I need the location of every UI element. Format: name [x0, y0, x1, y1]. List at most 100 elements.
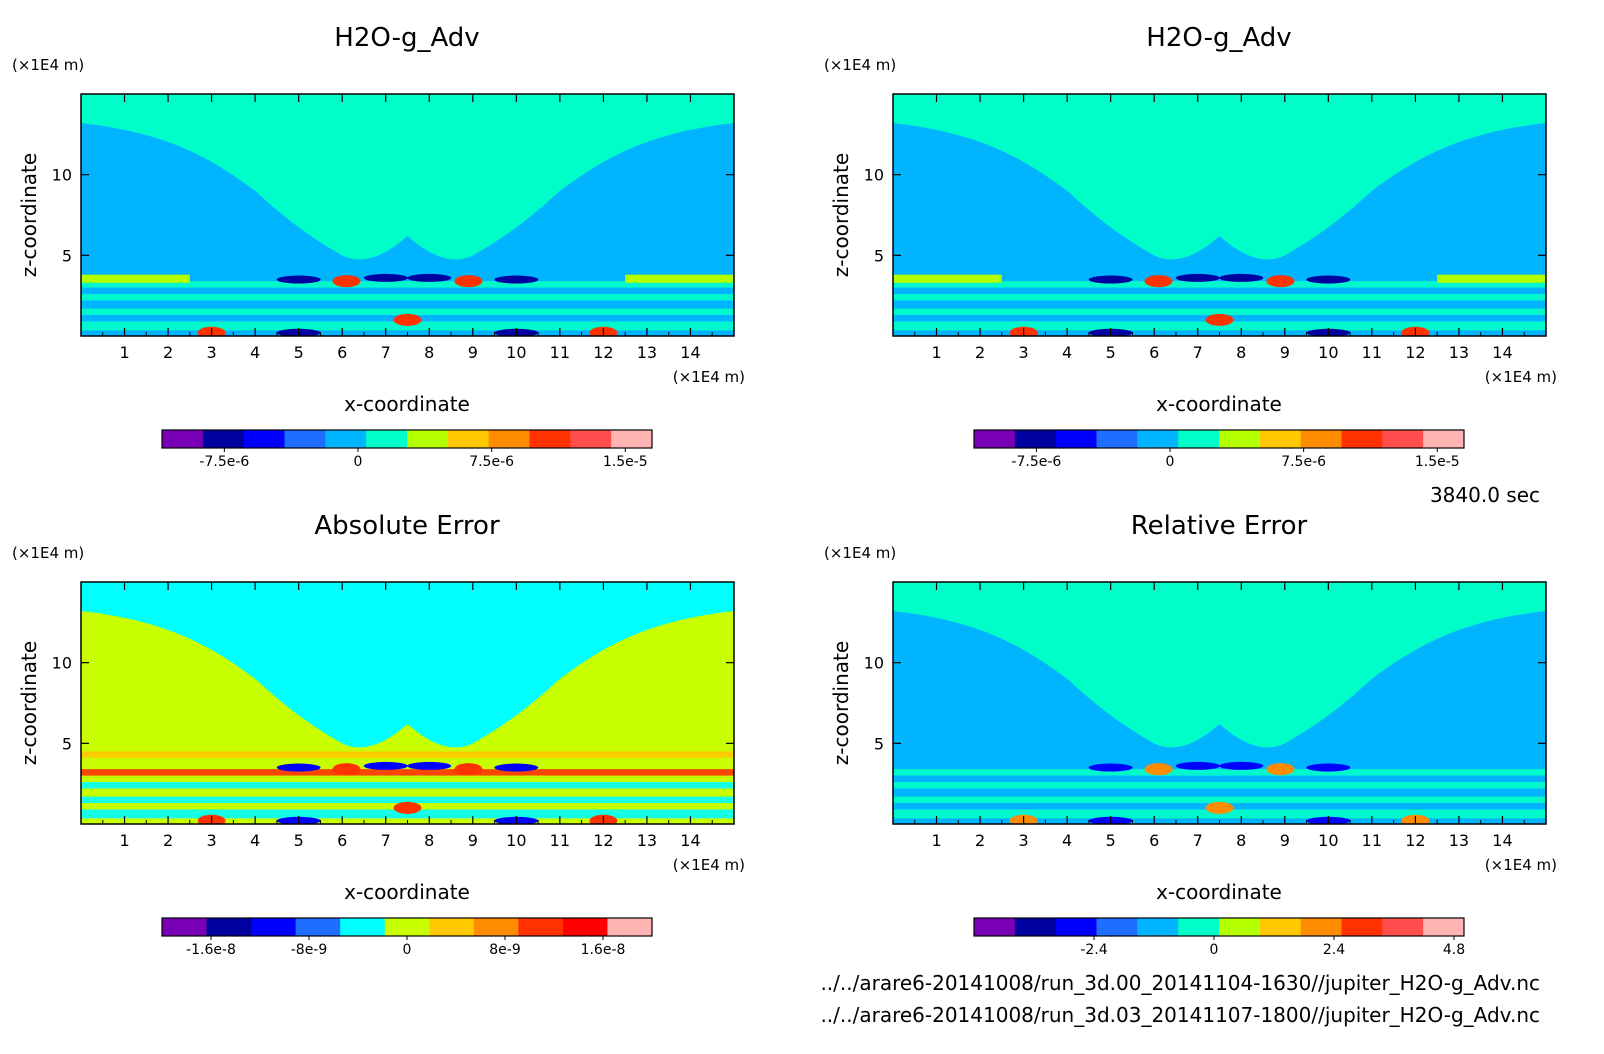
- x-tick-label: 7: [1193, 831, 1203, 850]
- heatmap-coldspot-4: [1219, 273, 1264, 282]
- colorbar-tick-label: 7.5e-6: [1281, 454, 1326, 470]
- colorbar-swatch: [1423, 430, 1465, 448]
- x-tick-label: 10: [1318, 343, 1338, 362]
- colorbar-swatch: [1137, 430, 1179, 448]
- y-tick-label: 5: [62, 246, 72, 265]
- x-tick-label: 11: [1362, 831, 1382, 850]
- colorbar: -2.4 0 2.4 4.8: [973, 917, 1465, 958]
- y-tick-label: 5: [874, 734, 884, 753]
- colorbar-swatch: [1423, 918, 1465, 936]
- heatmap-field: [81, 582, 734, 824]
- heatmap-hotspot-2: [454, 763, 483, 776]
- colorbar-swatch: [1382, 430, 1424, 448]
- x-tick-label: 12: [593, 831, 613, 850]
- y-tick-label: 5: [874, 246, 884, 265]
- heatmap-band-left: [81, 274, 190, 283]
- colorbar-frame: [161, 429, 653, 449]
- heatmap-hotspot-2: [1266, 275, 1295, 288]
- x-tick-label: 3: [1019, 831, 1029, 850]
- x-tick-label: 4: [250, 343, 260, 362]
- y-axis-label: z-coordinate: [17, 641, 41, 765]
- colorbar-swatch: [1055, 430, 1097, 448]
- colorbar-tick-label: 0: [1210, 942, 1219, 958]
- x-tick-label: 6: [1149, 831, 1159, 850]
- x-tick-label: 11: [550, 343, 570, 362]
- heatmap-coldspot-3: [363, 273, 408, 282]
- heatmap-hotspot-2: [454, 275, 483, 288]
- colorbar-swatch: [611, 430, 653, 448]
- heatmap-band-5: [893, 263, 1546, 270]
- colorbar-tick-label: -8e-9: [291, 942, 328, 958]
- colorbar-tick-label: -7.5e-6: [199, 454, 249, 470]
- heatmap-coldspot-4: [407, 273, 452, 282]
- colorbar-swatch: [1096, 918, 1138, 936]
- colorbar-swatch: [1219, 430, 1261, 448]
- colorbar-tick-label: 0: [354, 454, 363, 470]
- x-tick-label: 11: [550, 831, 570, 850]
- x-tick-label: 9: [468, 343, 478, 362]
- x-tick-label: 2: [163, 343, 173, 362]
- x-tick-label: 13: [637, 831, 657, 850]
- colorbar: -1.6e-8 -8e-9 0 8e-9 1.6e-8: [161, 917, 653, 958]
- heatmap-hotspot-1: [1144, 275, 1173, 288]
- colorbar-swatch: [295, 918, 341, 936]
- y-unit-label: (×1E4 m): [824, 544, 896, 562]
- heatmap-band-2: [81, 796, 734, 804]
- y-tick-label: 10: [52, 654, 72, 673]
- x-tick-label: 7: [1193, 343, 1203, 362]
- colorbar: -7.5e-6 0 7.5e-6 1.5e-5: [973, 429, 1465, 470]
- heatmap-hotspot-1: [332, 763, 361, 776]
- colorbar-swatch: [384, 918, 430, 936]
- x-axis-label: x-coordinate: [1156, 880, 1282, 904]
- y-axis-label: z-coordinate: [829, 641, 853, 765]
- colorbar-swatch: [529, 430, 571, 448]
- colorbar-tick-label: 1.5e-5: [1415, 454, 1460, 470]
- colorbar-tick-label: 1.6e-8: [581, 942, 626, 958]
- heatmap-band-3: [81, 294, 734, 301]
- x-tick-label: 12: [593, 343, 613, 362]
- heatmap-coldspot-1: [276, 763, 321, 772]
- y-tick-label: 10: [52, 166, 72, 185]
- x-tick-label: 10: [506, 343, 526, 362]
- y-unit-label: (×1E4 m): [12, 544, 84, 562]
- heatmap-band-5: [81, 263, 734, 270]
- x-tick-label: 4: [1062, 831, 1072, 850]
- colorbar-swatch: [366, 430, 408, 448]
- colorbar-tick-label: -1.6e-8: [186, 942, 236, 958]
- chart-title: Absolute Error: [314, 511, 500, 541]
- y-unit-label: (×1E4 m): [824, 56, 896, 74]
- heatmap-band-right: [625, 274, 734, 283]
- heatmap-coldspot-3: [363, 761, 408, 770]
- colorbar-swatch: [1137, 918, 1179, 936]
- x-tick-label: 8: [1236, 343, 1246, 362]
- heatmap-coldspot-4: [1219, 761, 1264, 770]
- heatmap-coldspot-2: [494, 763, 539, 772]
- x-tick-label: 12: [1405, 831, 1425, 850]
- x-tick-label: 6: [337, 343, 347, 362]
- x-tick-label: 7: [381, 343, 391, 362]
- heatmap-hotspot-1: [332, 275, 361, 288]
- heatmap-band-right: [1437, 274, 1546, 283]
- x-tick-label: 1: [931, 831, 941, 850]
- colorbar-swatch: [488, 430, 530, 448]
- y-tick-label: 10: [864, 166, 884, 185]
- heatmap-coldspot-2: [1306, 763, 1351, 772]
- heatmap-field: [81, 94, 734, 336]
- x-tick-label: 6: [1149, 343, 1159, 362]
- x-tick-label: 8: [1236, 831, 1246, 850]
- colorbar-tick-label: 0: [403, 942, 412, 958]
- x-tick-label: 14: [680, 831, 700, 850]
- x-tick-label: 9: [1280, 831, 1290, 850]
- heatmap-band-1: [81, 809, 734, 819]
- heatmap-band-2: [893, 308, 1546, 316]
- y-unit-label: (×1E4 m): [12, 56, 84, 74]
- colorbar-swatch: [974, 918, 1016, 936]
- file-path-2: ../../arare6-20141008/run_3d.03_20141107…: [820, 1003, 1540, 1027]
- heatmap-field: [893, 94, 1546, 336]
- heatmap-band-1: [893, 321, 1546, 331]
- colorbar-swatch: [1178, 918, 1220, 936]
- heatmap-hotspot-1: [1144, 763, 1173, 776]
- x-tick-label: 4: [250, 831, 260, 850]
